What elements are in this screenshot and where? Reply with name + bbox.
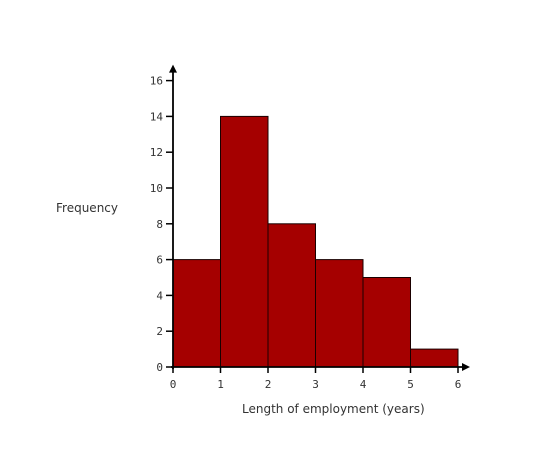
x-axis-label: Length of employment (years) xyxy=(242,402,425,416)
y-tick-label-2: 4 xyxy=(156,289,163,302)
histogram-bar-5 xyxy=(410,348,459,368)
y-tick-label-0: 0 xyxy=(156,361,163,374)
x-tick-label-0: 0 xyxy=(170,378,177,391)
x-tick-label-4: 4 xyxy=(360,378,367,391)
x-tick-label-2: 2 xyxy=(265,378,272,391)
y-tick-label-3: 6 xyxy=(156,254,163,267)
y-tick-label-5: 10 xyxy=(150,182,163,195)
y-tick-label-1: 2 xyxy=(156,325,163,338)
y-tick-label-4: 8 xyxy=(156,218,163,231)
histogram-bar-0 xyxy=(172,259,221,368)
histogram-bar-3 xyxy=(315,259,364,368)
y-axis-arrow xyxy=(169,64,177,73)
y-tick-label-7: 14 xyxy=(150,110,164,123)
x-tick-label-5: 5 xyxy=(407,378,414,391)
x-tick-label-3: 3 xyxy=(312,378,319,391)
histogram-bar-2 xyxy=(267,223,316,368)
y-tick-label-6: 12 xyxy=(150,146,163,159)
histogram-bar-1 xyxy=(220,115,269,368)
y-axis-label: Frequency xyxy=(56,201,118,215)
y-tick-label-8: 16 xyxy=(150,75,163,88)
bars-group xyxy=(172,115,459,368)
x-axis-arrow xyxy=(462,363,470,371)
x-tick-label-1: 1 xyxy=(217,378,224,391)
x-tick-label-6: 6 xyxy=(455,378,462,391)
histogram-bar-4 xyxy=(362,277,411,368)
